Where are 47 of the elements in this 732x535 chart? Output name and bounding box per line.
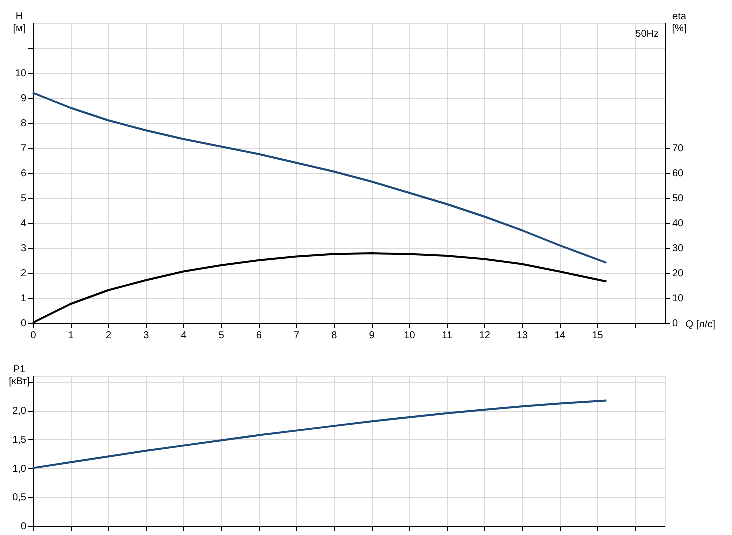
x-tick-label: 4 <box>181 330 188 342</box>
y-tick-label: 1,5 <box>12 434 27 446</box>
line-series <box>32 92 608 264</box>
x-tick-label: 7 <box>294 330 300 342</box>
y2-tick-label: 40 <box>672 218 684 230</box>
x-tick-label: 15 <box>592 330 604 342</box>
y2-tick-label: 60 <box>672 168 684 180</box>
y-tick-label: 0 <box>20 522 27 532</box>
line-series <box>32 400 608 470</box>
y-tick-label: 2,0 <box>12 406 27 418</box>
annotation: 50Hz <box>636 29 659 40</box>
x-tick-label: 11 <box>442 330 453 342</box>
y-tick-label: 8 <box>20 118 27 130</box>
y-tick-label: 1,0 <box>12 464 27 475</box>
y2-tick-label: 30 <box>672 244 684 254</box>
y-tick-label: 3 <box>20 244 27 254</box>
x-tick-label: 3 <box>144 330 150 342</box>
y2-tick-label: 0 <box>672 318 678 330</box>
y2-tick-label: 70 <box>672 144 684 154</box>
x-tick-label: 12 <box>479 330 491 342</box>
x-tick-label: 5 <box>218 330 225 342</box>
y2-tick-label: 10 <box>672 294 684 304</box>
x-axis-title: Q [л/с] <box>686 320 716 330</box>
y-tick-label: 7 <box>20 144 27 154</box>
y2-tick-label: 50 <box>672 194 684 204</box>
y-tick-label: 9 <box>20 94 27 104</box>
y-tick-label: 0 <box>20 318 27 330</box>
y-tick-label: 1 <box>20 294 27 304</box>
y-tick-label: 10 <box>15 68 27 80</box>
x-tick-label: 14 <box>554 330 566 342</box>
y-tick-label: 5 <box>20 194 27 204</box>
x-tick-label: 2 <box>106 330 112 342</box>
x-tick-label: 6 <box>256 330 262 342</box>
y-tick-label: 6 <box>20 168 27 180</box>
y-tick-label: 2 <box>20 268 27 280</box>
y-axis-title: H [м] <box>13 12 26 34</box>
y-tick-label: 4 <box>20 218 27 230</box>
x-tick-label: 9 <box>369 330 376 342</box>
y2-axis-title: eta [%] <box>672 12 687 34</box>
x-tick-label: 1 <box>68 330 74 342</box>
y2-tick-label: 20 <box>672 268 684 280</box>
x-tick-label: 0 <box>30 330 37 342</box>
y-axis-title: P1 [кВт] <box>9 364 30 388</box>
x-tick-label: 13 <box>516 330 529 342</box>
y-tick-label: 0,5 <box>12 492 27 504</box>
x-tick-label: 8 <box>332 330 338 342</box>
x-tick-label: 10 <box>404 330 416 342</box>
